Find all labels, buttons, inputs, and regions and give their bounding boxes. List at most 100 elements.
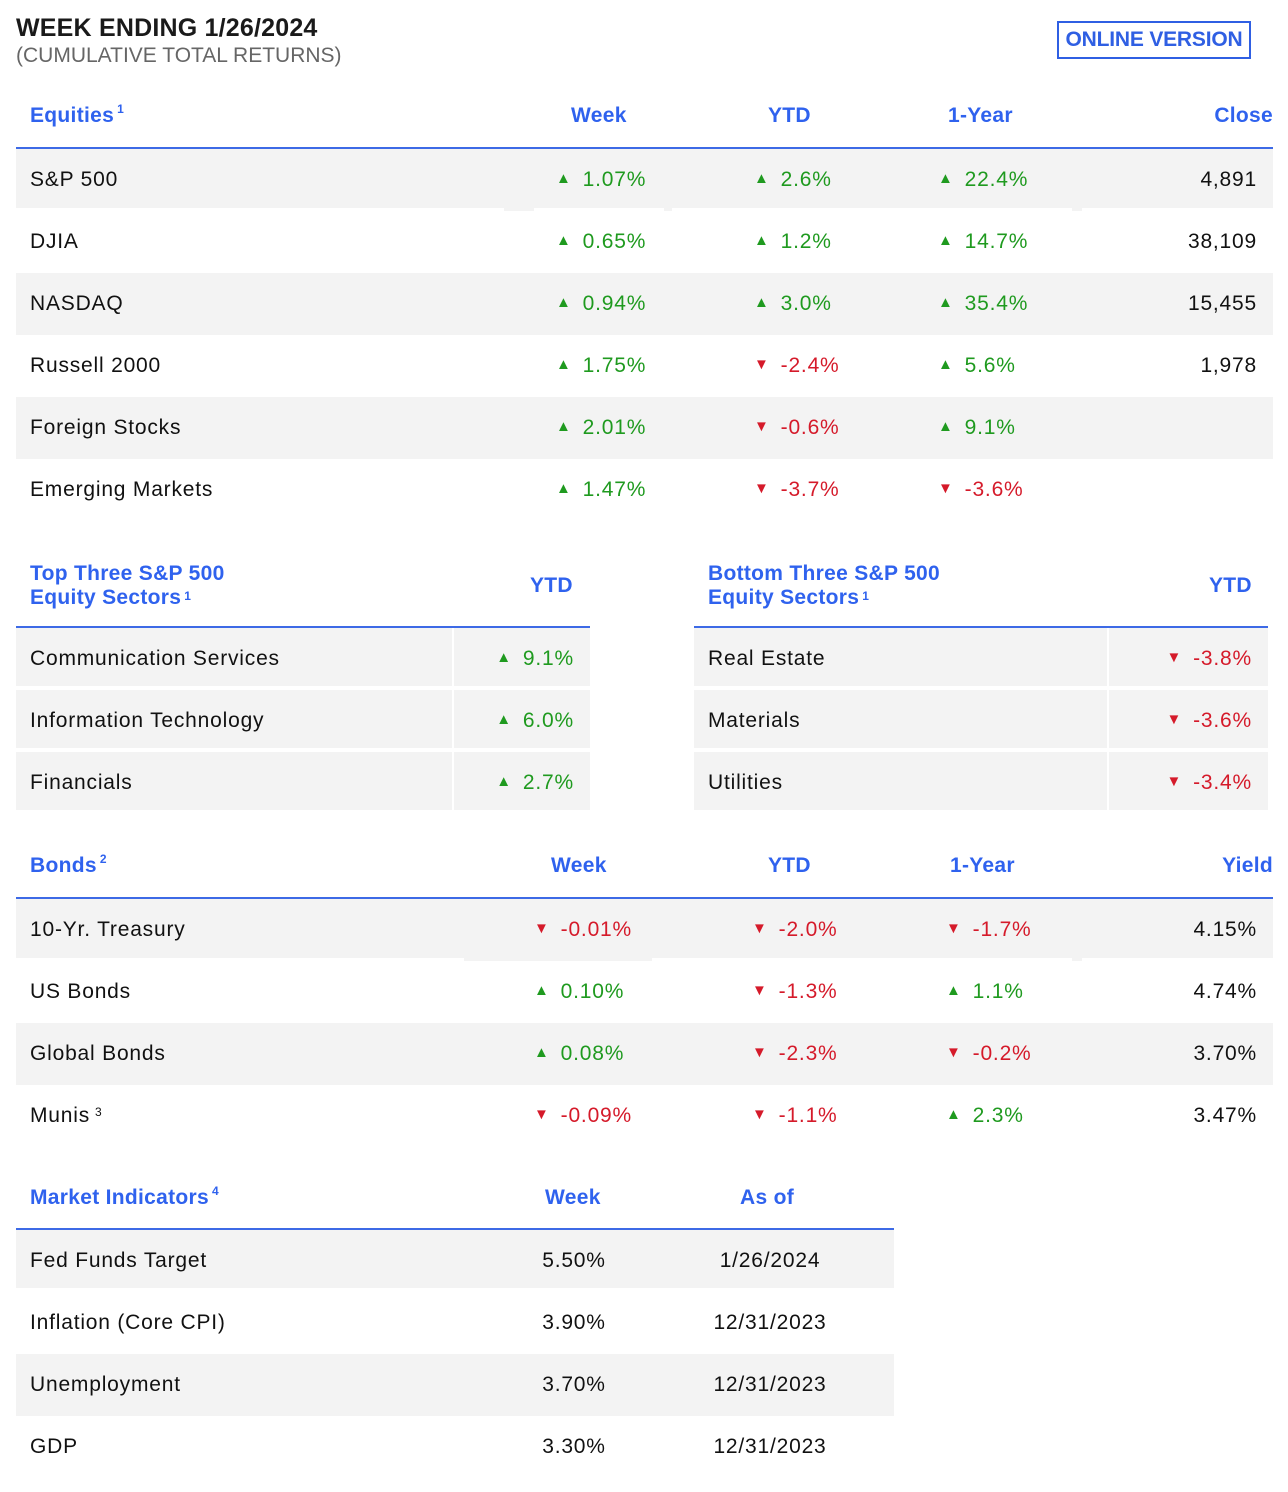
equities-header: Equities 1 Week YTD 1-Year Close	[16, 90, 1273, 149]
year-cell: ▲ 14.7%	[938, 211, 1028, 273]
top-sectors-header: Top Three S&P 500 Equity Sectors 1 YTD	[16, 558, 590, 628]
triangle-up-icon: ▲	[946, 981, 962, 999]
row-label-text: S&P 500	[30, 168, 119, 191]
asof-cell: 12/31/2023	[676, 1416, 864, 1478]
online-version-button[interactable]: ONLINE VERSION	[1057, 21, 1251, 59]
indicator-row: Fed Funds Target 5.50% 1/26/2024	[16, 1230, 894, 1292]
triangle-down-icon: ▼	[1166, 710, 1183, 728]
bonds-col-week: Week	[551, 854, 607, 877]
row-label-text: Unemployment	[30, 1373, 181, 1396]
row-label: NASDAQ	[30, 273, 124, 335]
row-label: Financials	[30, 752, 133, 814]
asof-value: 12/31/2023	[713, 1373, 827, 1396]
row-label: S&P 500	[30, 149, 118, 211]
yield-cell: 3.70%	[1193, 1023, 1257, 1085]
row-label-text: Communication Services	[30, 647, 280, 670]
week-cell-value: 1.75%	[582, 354, 647, 377]
triangle-up-icon: ▲	[496, 772, 512, 790]
asof-value: 1/26/2024	[719, 1249, 821, 1272]
asof-value: 12/31/2023	[713, 1435, 827, 1458]
triangle-up-icon: ▲	[534, 1043, 550, 1061]
asof-cell: 1/26/2024	[676, 1230, 864, 1292]
ytd-cell: ▼ -3.8%	[1166, 628, 1252, 690]
week-cell: 3.90%	[504, 1292, 644, 1354]
indicators-title: Market Indicators 4	[30, 1184, 219, 1209]
yield-cell: 4.15%	[1193, 899, 1257, 961]
close-cell: 15,455	[1188, 273, 1257, 335]
row-label-text: Fed Funds Target	[30, 1249, 208, 1272]
ytd-cell-value: -2.0%	[778, 918, 838, 941]
bottom-sectors-col-ytd: YTD	[1209, 574, 1252, 597]
triangle-down-icon: ▼	[752, 1105, 768, 1123]
bottom-sectors-title: Bottom Three S&P 500 Equity Sectors 1	[708, 562, 941, 609]
close-cell: 1,978	[1200, 335, 1257, 397]
ytd-cell: ▼ -2.4%	[754, 335, 840, 397]
indicator-row: Inflation (Core CPI) 3.90% 12/31/2023	[16, 1292, 894, 1354]
row-label-text: DJIA	[30, 230, 79, 253]
triangle-down-icon: ▼	[752, 1043, 768, 1061]
week-value: 3.90%	[542, 1311, 606, 1334]
row-gap	[16, 686, 590, 690]
year-cell: ▲ 9.1%	[938, 397, 1016, 459]
close-cell: 4,891	[1200, 149, 1257, 211]
ytd-cell-value: -3.8%	[1193, 647, 1252, 670]
ytd-cell: ▼ -3.7%	[754, 459, 840, 521]
equities-col-close: Close	[1214, 104, 1273, 127]
row-label-text: Global Bonds	[30, 1042, 166, 1065]
close-value: 4,891	[1200, 168, 1257, 191]
ytd-cell-value: 6.0%	[522, 709, 574, 732]
row-label: 10-Yr. Treasury	[30, 899, 186, 961]
week-cell: ▲ 0.08%	[534, 1023, 624, 1085]
yield-value: 3.70%	[1193, 1042, 1257, 1065]
ytd-cell-value: -2.3%	[778, 1042, 838, 1065]
row-gap	[672, 208, 1072, 211]
indicators-header: Market Indicators 4 Week As of	[16, 1172, 894, 1230]
row-gap	[694, 748, 1268, 752]
week-cell-value: 0.65%	[582, 230, 647, 253]
row-gap	[16, 810, 590, 814]
week-value: 3.30%	[542, 1435, 606, 1458]
week-value: 5.50%	[542, 1249, 606, 1272]
ytd-cell-value: -3.6%	[1193, 709, 1252, 732]
triangle-down-icon: ▼	[752, 981, 768, 999]
triangle-up-icon: ▲	[556, 355, 572, 373]
bonds-col-ytd: YTD	[768, 854, 811, 877]
close-value: 15,455	[1187, 292, 1257, 315]
row-label: Real Estate	[708, 628, 825, 690]
year-cell-value: 5.6%	[964, 354, 1016, 377]
close-cell: 38,109	[1188, 211, 1257, 273]
indicator-row: Unemployment 3.70% 12/31/2023	[16, 1354, 894, 1416]
year-cell: ▲ 5.6%	[938, 335, 1016, 397]
triangle-up-icon: ▲	[938, 417, 954, 435]
row-label: Information Technology	[30, 690, 264, 752]
year-cell-value: 2.3%	[972, 1104, 1024, 1127]
equities-row: NASDAQ ▲ 0.94% ▲ 3.0% ▲ 35.4% 15,455	[16, 273, 1273, 335]
triangle-up-icon: ▲	[556, 231, 572, 249]
row-gap	[1082, 958, 1273, 961]
top-sectors-title: Top Three S&P 500 Equity Sectors 1	[30, 562, 225, 609]
sector-row: Utilities ▼ -3.4%	[694, 752, 1268, 814]
ytd-cell: ▲ 3.0%	[754, 273, 832, 335]
week-cell: ▲ 1.07%	[556, 149, 646, 211]
ytd-cell-value: 2.7%	[522, 771, 574, 794]
week-cell: 3.30%	[504, 1416, 644, 1478]
triangle-up-icon: ▲	[556, 293, 572, 311]
year-cell: ▲ 2.3%	[946, 1085, 1024, 1147]
week-cell: ▲ 0.10%	[534, 961, 624, 1023]
year-cell-value: 14.7%	[964, 230, 1029, 253]
week-cell-value: 2.01%	[582, 416, 647, 439]
year-cell: ▼ -3.6%	[938, 459, 1024, 521]
ytd-cell: ▼ -2.3%	[752, 1023, 838, 1085]
row-gap	[16, 1288, 894, 1292]
ytd-cell-value: 2.6%	[780, 168, 832, 191]
row-label-text: GDP	[30, 1435, 78, 1458]
row-label-text: Materials	[708, 709, 801, 732]
row-gap	[16, 208, 504, 211]
row-label-text: Russell 2000	[30, 354, 162, 377]
yield-cell: 3.47%	[1193, 1085, 1257, 1147]
week-cell-value: -0.01%	[560, 918, 632, 941]
ytd-cell-value: -0.6%	[780, 416, 840, 439]
ytd-cell-value: 3.0%	[780, 292, 832, 315]
triangle-up-icon: ▲	[534, 981, 550, 999]
row-gap	[16, 958, 464, 961]
